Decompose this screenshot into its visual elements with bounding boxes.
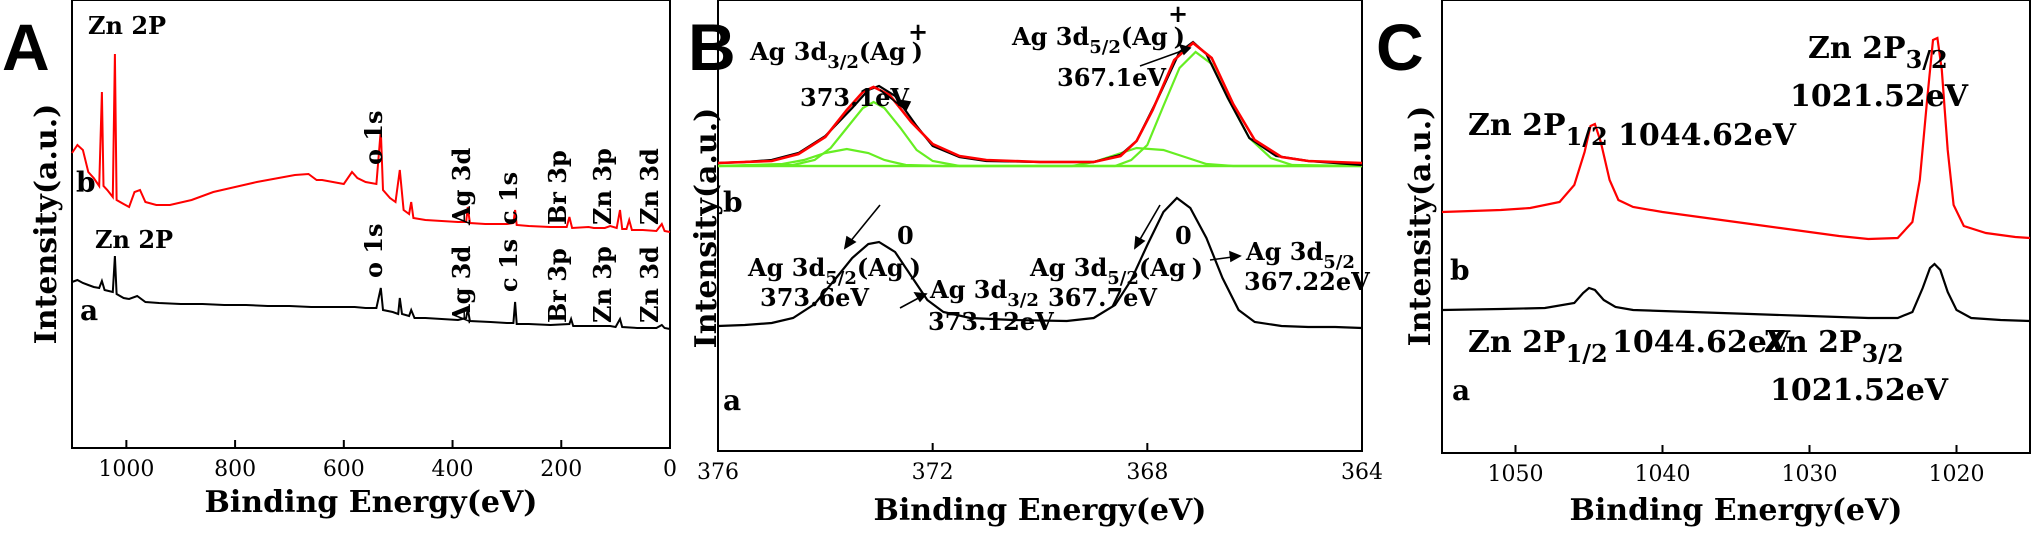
panel-b-curve-a: [717, 196, 1363, 330]
panel-a-label-zn2p-b: Zn 2P: [88, 11, 166, 40]
panel-b-label-373-1ev: 373.1eV: [800, 83, 909, 112]
panel-b-x-ticks: 376 372 368 364: [697, 443, 1383, 485]
panel-b-label-367-22ev: 367.22eV: [1244, 267, 1370, 296]
panel-a-tag-a: a: [80, 294, 98, 327]
panel-a-label-zn3d-a: Zn 3d: [635, 246, 664, 323]
panel-a-label-c1s-a: c 1s: [494, 239, 523, 292]
panel-b-curve-b-comp-1: [717, 100, 1362, 168]
panel-a-series-a: [71, 255, 671, 330]
panel-b-superscript-plus-2: +: [1168, 0, 1188, 28]
panel-b-x-axis-title: Binding Energy(eV): [874, 493, 1207, 528]
panel-b-superscript-zero-1: 0: [897, 221, 914, 250]
panel-letter-c: C: [1376, 10, 1424, 84]
panel-c-x-tick-label: 1030: [1782, 462, 1838, 487]
panel-b-x-tick-label: 376: [697, 460, 739, 485]
panel-b-label-ag3d52-ag0-left: Ag 3d5/2(Ag): [747, 253, 921, 289]
panel-a-tag-b: b: [76, 166, 96, 199]
panel-a-label-zn3p-a: Zn 3p: [588, 246, 617, 323]
panel-c-label-zn2p32-a: Zn 2P3/2: [1764, 325, 1904, 368]
panel-b-label-367-7ev: 367.7eV: [1048, 283, 1157, 312]
panel-a: 1000 800 600 400 200 0 Binding Energy(eV) Int…: [29, 0, 677, 520]
panel-a-label-zn2p-a: Zn 2P: [95, 225, 173, 254]
panel-c-x-axis-title: Binding Energy(eV): [1570, 493, 1903, 528]
panel-b-label-ag3d52-agplus: Ag 3d5/2(Ag): [1011, 22, 1185, 58]
panel-a-y-axis-title: Intensity(a.u.): [29, 104, 64, 345]
panel-a-label-zn3p-b: Zn 3p: [588, 148, 617, 225]
panel-c-label-1044-62ev-a: 1044.62eV: [1612, 325, 1791, 360]
panel-c: 1050 1040 1030 1020 Binding Energy(eV) Inte…: [1403, 0, 2031, 528]
panel-c-tag-b: b: [1450, 254, 1470, 287]
panel-b-label-ag3d52-ag0-right: Ag 3d5/2(Ag): [1029, 253, 1203, 289]
panel-a-x-tick-label: 0: [663, 457, 677, 482]
panel-b-x-tick-label: 364: [1341, 460, 1383, 485]
panel-c-label-1021-52ev-b: 1021.52eV: [1790, 79, 1969, 114]
panel-a-label-ag3d-a: Ag 3d: [447, 246, 476, 324]
panel-b-curve-b-fit: [717, 41, 1363, 165]
panel-b-curve-b-comp-3: [718, 50, 1363, 168]
panel-c-x-tick-label: 1050: [1488, 462, 1544, 487]
panel-b-superscript-zero-2: 0: [1175, 221, 1192, 250]
panel-b-frame: [717, 0, 1363, 452]
panel-a-series-b: [71, 53, 671, 233]
panel-c-series-b: [1441, 36, 2031, 241]
panel-b-tag-a: a: [723, 384, 741, 417]
panel-a-x-tick-label: 200: [540, 457, 582, 482]
panel-a-x-ticks: 1000 800 600 400 200 0: [98, 440, 677, 482]
panel-b-x-tick-label: 372: [912, 460, 954, 485]
panel-a-label-zn3d-b: Zn 3d: [635, 148, 664, 225]
panel-a-x-axis-title: Binding Energy(eV): [205, 485, 538, 520]
panel-c-label-1021-52ev-a: 1021.52eV: [1770, 373, 1949, 408]
panel-a-x-tick-label: 400: [432, 457, 474, 482]
panel-c-y-axis-title: Intensity(a.u.): [1403, 106, 1438, 347]
panel-b-superscript-plus-1: +: [908, 17, 928, 46]
panel-c-series-a: [1441, 262, 2031, 323]
panel-b-label-ag3d32-a: Ag 3d3/2: [929, 275, 1039, 311]
panel-c-label-zn2p12-b: Zn 2P1/2: [1468, 108, 1608, 151]
panel-b-tag-b: b: [723, 186, 743, 219]
panel-b-curve-b-comp-4: [718, 146, 1362, 168]
panel-a-label-br3p-a: Br 3p: [543, 248, 572, 323]
panel-a-label-o1s-b: o 1s: [359, 110, 388, 165]
panel-c-tag-a: a: [1452, 374, 1470, 407]
panel-a-x-tick-label: 1000: [98, 457, 154, 482]
panel-b-x-tick-label: 368: [1126, 460, 1168, 485]
panel-b-label-ag3d52-a: Ag 3d5/2: [1245, 237, 1355, 273]
panel-letter-b: B: [688, 10, 736, 84]
panel-a-x-tick-label: 600: [323, 457, 365, 482]
panel-a-frame: [71, 0, 671, 449]
panel-b-arrows: [843, 43, 1242, 309]
panel-c-label-1044-62ev-b: 1044.62eV: [1618, 118, 1797, 153]
panel-a-label-br3p-b: Br 3p: [543, 150, 572, 225]
panel-a-x-tick-label: 800: [214, 457, 256, 482]
panel-b-label-373-6ev: 373.6eV: [760, 283, 869, 312]
panel-a-label-ag3d-b: Ag 3d: [447, 148, 476, 226]
panel-a-label-o1s-a: o 1s: [359, 223, 388, 278]
panel-letter-a: A: [2, 10, 50, 84]
panel-b-y-axis-title: Intensity(a.u.): [689, 108, 724, 349]
panel-b: 376 372 368 364 Binding Energy(eV) Intensit…: [689, 0, 1383, 528]
panel-c-x-tick-label: 1020: [1929, 462, 1985, 487]
panel-b-curves: [717, 40, 1363, 330]
panel-c-label-zn2p32-b: Zn 2P3/2: [1808, 31, 1948, 74]
panel-c-x-ticks: 1050 1040 1030 1020: [1488, 445, 1985, 487]
panel-c-x-tick-label: 1040: [1635, 462, 1691, 487]
panel-c-label-zn2p12-a: Zn 2P1/2: [1468, 325, 1608, 368]
panel-c-frame: [1441, 0, 2031, 454]
panel-b-label-367-1ev: 367.1eV: [1057, 63, 1166, 92]
panel-b-label-373-12ev: 373.12eV: [928, 307, 1054, 336]
panel-b-label-ag3d32-agplus: Ag 3d3/2(Ag): [749, 37, 923, 73]
panel-a-label-c1s-b: c 1s: [494, 172, 523, 225]
